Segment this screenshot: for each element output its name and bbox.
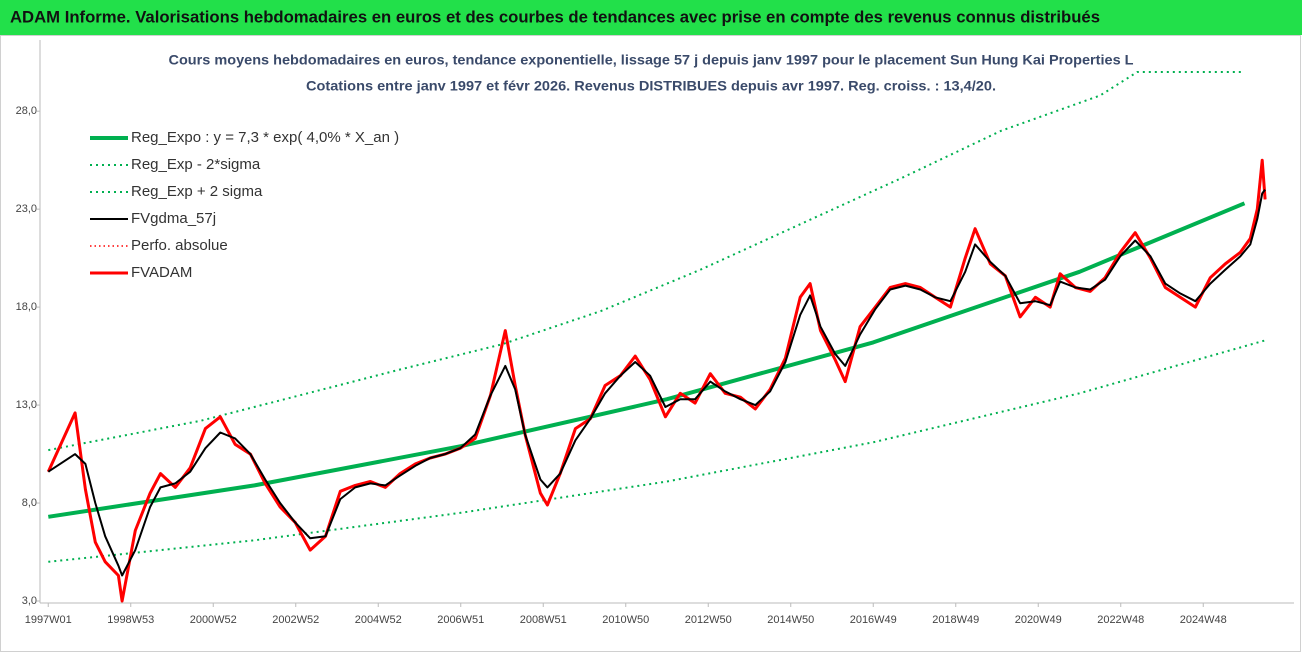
subtitle: Cours moyens hebdomadaires en euros, ten… (169, 52, 1134, 68)
series-line (48, 339, 1266, 563)
x-tick-label: 2014W50 (767, 614, 814, 626)
x-tick-label: 2012W50 (685, 614, 732, 626)
x-tick-label: 2022W48 (1097, 614, 1144, 626)
x-tick-label: 2018W49 (932, 614, 979, 626)
y-tick-label: 23,0 (16, 203, 37, 215)
x-tick-label: 2024W48 (1180, 614, 1227, 626)
x-tick-label: 1998W53 (107, 614, 154, 626)
y-tick-label: 13,0 (16, 399, 37, 411)
chart-frame (0, 35, 1301, 652)
x-tick-label: 2016W49 (850, 614, 897, 626)
y-tick-label: 3,0 (22, 595, 37, 607)
header-bar (0, 0, 1302, 35)
chart-title: ADAM Informe. Valorisations hebdomadaire… (10, 7, 1100, 26)
legend-label: Reg_Exp + 2 sigma (131, 183, 263, 200)
legend-label: Reg_Exp - 2*sigma (131, 156, 261, 173)
x-tick-label: 2002W52 (272, 614, 319, 626)
x-tick-label: 2006W51 (437, 614, 484, 626)
series-line (47, 189, 1266, 577)
series-line (47, 201, 1246, 519)
y-tick-label: 8,0 (22, 497, 37, 509)
legend-label: Perfo. absolue (131, 237, 228, 254)
x-tick-label: 2004W52 (355, 614, 402, 626)
x-tick-label: 1997W01 (25, 614, 72, 626)
x-tick-label: 2020W49 (1015, 614, 1062, 626)
legend: Reg_Expo : y = 7,3 * exp( 4,0% * X_an ) R… (90, 129, 399, 281)
legend-label: FVADAM (131, 264, 192, 281)
x-tick-label: 2000W52 (190, 614, 237, 626)
y-tick-label: 28,0 (16, 105, 37, 117)
plot: 3,0 8,0 13,0 18,0 23,0 28,0 1997W01 1998W53 2000… (16, 71, 1267, 626)
legend-label: Reg_Expo : y = 7,3 * exp( 4,0% * X_an ) (131, 129, 399, 146)
subtitle: Cotations entre janv 1997 et févr 2026. … (306, 78, 996, 94)
x-tick-label: 2008W51 (520, 614, 567, 626)
legend-label: FVgdma_57j (131, 210, 216, 227)
x-tick-label: 2010W50 (602, 614, 649, 626)
y-tick-label: 18,0 (16, 301, 37, 313)
